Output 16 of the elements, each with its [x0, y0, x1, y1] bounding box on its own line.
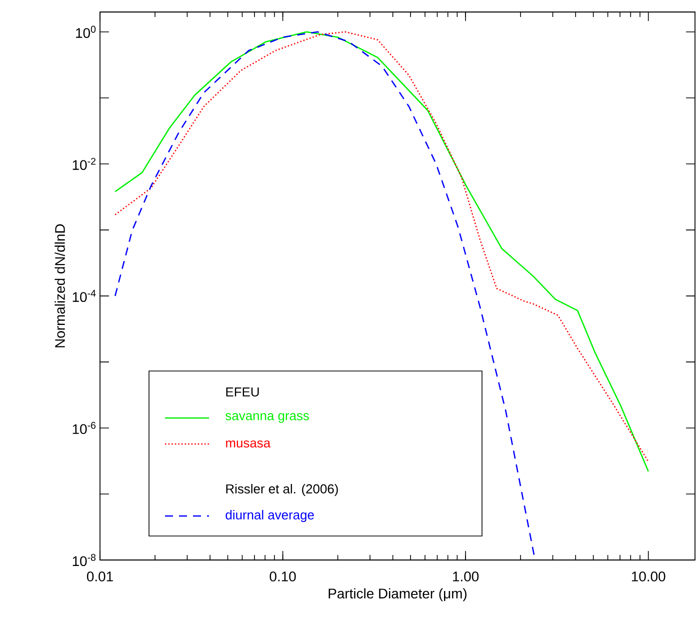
- y-tick-label: 10$^{-4}$: [72, 290, 96, 302]
- annotation: Rissler et al. (2006): [226, 484, 338, 496]
- x-axis-title: Particle Diameter (μm): [328, 588, 466, 602]
- legend-label: savanna grass: [226, 413, 309, 423]
- y-tick-label: 10$^{-2}$: [72, 158, 96, 170]
- y-axis-title: Normalized dN/dlnD: [54, 224, 65, 348]
- y-tick-label: 10$^{0}$: [76, 26, 96, 38]
- legend-label: diurnal average: [226, 510, 314, 522]
- y-tick-label: 10$^{-8}$: [72, 554, 96, 566]
- x-tick-label: 10.00: [632, 572, 666, 582]
- x-tick-label: 0.01: [86, 572, 113, 582]
- x-tick-label: 0.10: [270, 572, 296, 582]
- y-tick-label: 10$^{-6}$: [72, 422, 96, 434]
- x-tick-label: 1.00: [453, 572, 479, 582]
- legend-label: musasa: [226, 440, 271, 448]
- legend-title: EFEU: [226, 387, 259, 397]
